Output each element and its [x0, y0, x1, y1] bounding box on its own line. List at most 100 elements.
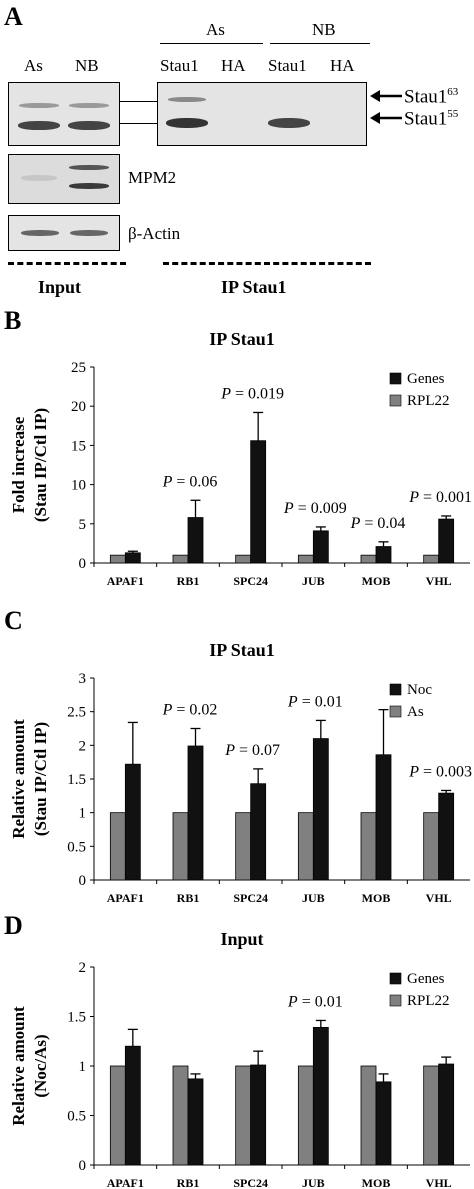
chart-d-ytick-label: 0: [79, 1158, 87, 1174]
chart-c-title: IP Stau1: [209, 640, 275, 660]
chart-d-bar-genes-jub: [312, 1026, 329, 1166]
chart-c-legend-label-noc: Noc: [407, 682, 432, 698]
band-label-stau1-55-sup: 55: [447, 108, 459, 120]
chart-c-xtick-label: JUB: [302, 891, 325, 905]
panel-a-letter: A: [4, 2, 23, 31]
chart-d-bar-genes-spc24: [250, 1064, 267, 1166]
ip-lane-label-ha-nb: HA: [330, 56, 355, 75]
chart-c-xtick-label: MOB: [362, 891, 391, 905]
chart-c-bar-as-mob: [360, 812, 377, 881]
chart-c-ylabel-line1: Relative amount: [9, 719, 28, 839]
chart-d-pvalue-jub: P = 0.01: [287, 993, 343, 1010]
chart-b-pvalue-jub: P = 0.009: [283, 500, 347, 517]
chart-d-legend-swatch-genes: [389, 972, 402, 985]
chart-b-xtick-label: APAF1: [107, 574, 144, 588]
chart-d-xtick-label: RB1: [177, 1176, 200, 1189]
chart-panel-c: C IP Stau1 Relative amount (Stau IP/Ctl IP)…: [4, 606, 472, 905]
actin-band-nb: [70, 230, 108, 236]
chart-c-bar-noc-apaf1: [124, 763, 141, 881]
chart-b-xtick-label: VHL: [426, 574, 452, 588]
chart-d-legend-label-rpl22: RPL22: [407, 993, 450, 1009]
chart-d-xtick-label: VHL: [426, 1176, 452, 1189]
chart-b-pvalue-vhl: P = 0.001: [408, 489, 472, 506]
chart-b-bar-rpl22-spc24: [235, 554, 252, 564]
input-lane-label-nb: NB: [75, 56, 99, 75]
chart-b-bar-genes-apaf1: [124, 552, 141, 564]
ip-band-upper-stau1-as: [168, 97, 206, 102]
chart-b-xtick-label: RB1: [177, 574, 200, 588]
chart-b-letter: B: [4, 306, 21, 335]
chart-b-bar-genes-jub: [312, 530, 329, 564]
chart-b-pvalue-mob: P = 0.04: [350, 515, 406, 532]
chart-b-ytick-label: 15: [71, 438, 86, 454]
chart-c-bar-noc-mob: [375, 754, 392, 881]
chart-c-pvalue-vhl: P = 0.003: [408, 763, 472, 780]
chart-c-xtick-label: APAF1: [107, 891, 144, 905]
actin-label: β-Actin: [128, 224, 181, 243]
chart-c-ylabel-line2: (Stau IP/Ctl IP): [31, 722, 50, 836]
ip-caption: IP Stau1: [221, 277, 287, 297]
chart-d-letter: D: [4, 911, 23, 940]
chart-c-bar-as-rb1: [172, 812, 189, 881]
band-label-stau1-63-sup: 63: [447, 86, 459, 98]
chart-b-bar-rpl22-rb1: [172, 554, 189, 564]
chart-b-ytick-label: 10: [71, 478, 86, 494]
chart-d-xtick-label: SPC24: [233, 1176, 268, 1189]
chart-d-bar-genes-vhl: [438, 1063, 455, 1166]
chart-d-ytick-label: 0.5: [67, 1109, 86, 1125]
chart-c-xtick-label: VHL: [426, 891, 452, 905]
chart-d-bar-rpl22-apaf1: [109, 1065, 126, 1166]
chart-c-ytick-label: 1: [79, 806, 87, 822]
chart-b-pvalue-rb1: P = 0.06: [162, 473, 218, 490]
chart-d-bar-rpl22-rb1: [172, 1065, 189, 1166]
chart-c-bar-noc-vhl: [438, 792, 455, 881]
chart-d-ytick-label: 1.5: [67, 1010, 86, 1026]
input-band-upper-as: [19, 103, 59, 108]
blot-connector-lower: [119, 123, 157, 124]
chart-d-xtick-label: JUB: [302, 1176, 325, 1189]
chart-d-bar-genes-mob: [375, 1081, 392, 1166]
actin-band-as: [21, 230, 59, 236]
ip-lane-label-stau1-nb: Stau1: [268, 56, 307, 75]
band-label-stau1-55-name: Stau1: [404, 108, 448, 130]
mpm2-western-blot: [8, 154, 120, 204]
chart-b-ylabel-line1: Fold increase: [9, 416, 28, 513]
input-caption: Input: [38, 277, 82, 297]
chart-d-bar-rpl22-mob: [360, 1065, 377, 1166]
chart-b-bar-genes-rb1: [187, 517, 204, 564]
chart-b-title: IP Stau1: [209, 329, 275, 349]
chart-c-legend-swatch-noc: [389, 683, 402, 696]
chart-d-title: Input: [220, 929, 263, 949]
chart-d-ylabel-line2: (Noc/As): [31, 1034, 50, 1097]
chart-b-ylabel-line2: (Stau IP/Ctl IP): [31, 408, 50, 522]
chart-c-ytick-label: 1.5: [67, 772, 86, 788]
chart-b-ytick-label: 5: [79, 517, 87, 533]
chart-b-pvalue-spc24: P = 0.019: [220, 385, 284, 402]
chart-panel-d: D Input Relative amount (Noc/As) 0 0.5 1 1.5 2 AP…: [4, 911, 470, 1189]
band-arrows: [370, 90, 402, 124]
chart-b-legend-label-rpl22: RPL22: [407, 393, 450, 409]
chart-b-bar-rpl22-vhl: [423, 554, 440, 564]
chart-c-bar-as-vhl: [423, 812, 440, 881]
band-label-stau1-63-name: Stau1: [404, 86, 448, 108]
chart-c-pvalue-spc24: P = 0.07: [224, 742, 280, 759]
chart-b-ytick-label: 25: [71, 360, 86, 376]
chart-d-ytick-label: 2: [79, 960, 87, 976]
chart-d-bar-rpl22-spc24: [235, 1065, 252, 1166]
ip-lane-label-stau1-as: Stau1: [160, 56, 199, 75]
chart-c-ytick-label: 0: [79, 873, 87, 889]
chart-c-pvalue-rb1: P = 0.02: [162, 702, 218, 719]
chart-b-legend-label-genes: Genes: [407, 371, 445, 387]
blot-connector-upper: [119, 101, 157, 102]
actin-western-blot: [8, 215, 120, 251]
chart-d-ytick-label: 1: [79, 1059, 87, 1075]
mpm2-band-nb-1: [69, 165, 109, 170]
chart-b-ytick-label: 0: [79, 556, 87, 572]
ip-group-label-nb: NB: [312, 20, 336, 39]
chart-c-ytick-label: 2.5: [67, 705, 86, 721]
chart-panel-b: B IP Stau1 Fold increase (Stau IP/Ctl IP) 0 5…: [4, 306, 472, 588]
chart-b-legend-swatch-rpl22: [389, 394, 402, 407]
chart-b-xtick-label: JUB: [302, 574, 325, 588]
chart-d-bar-rpl22-jub: [297, 1065, 314, 1166]
chart-c-bar-as-spc24: [235, 812, 252, 881]
